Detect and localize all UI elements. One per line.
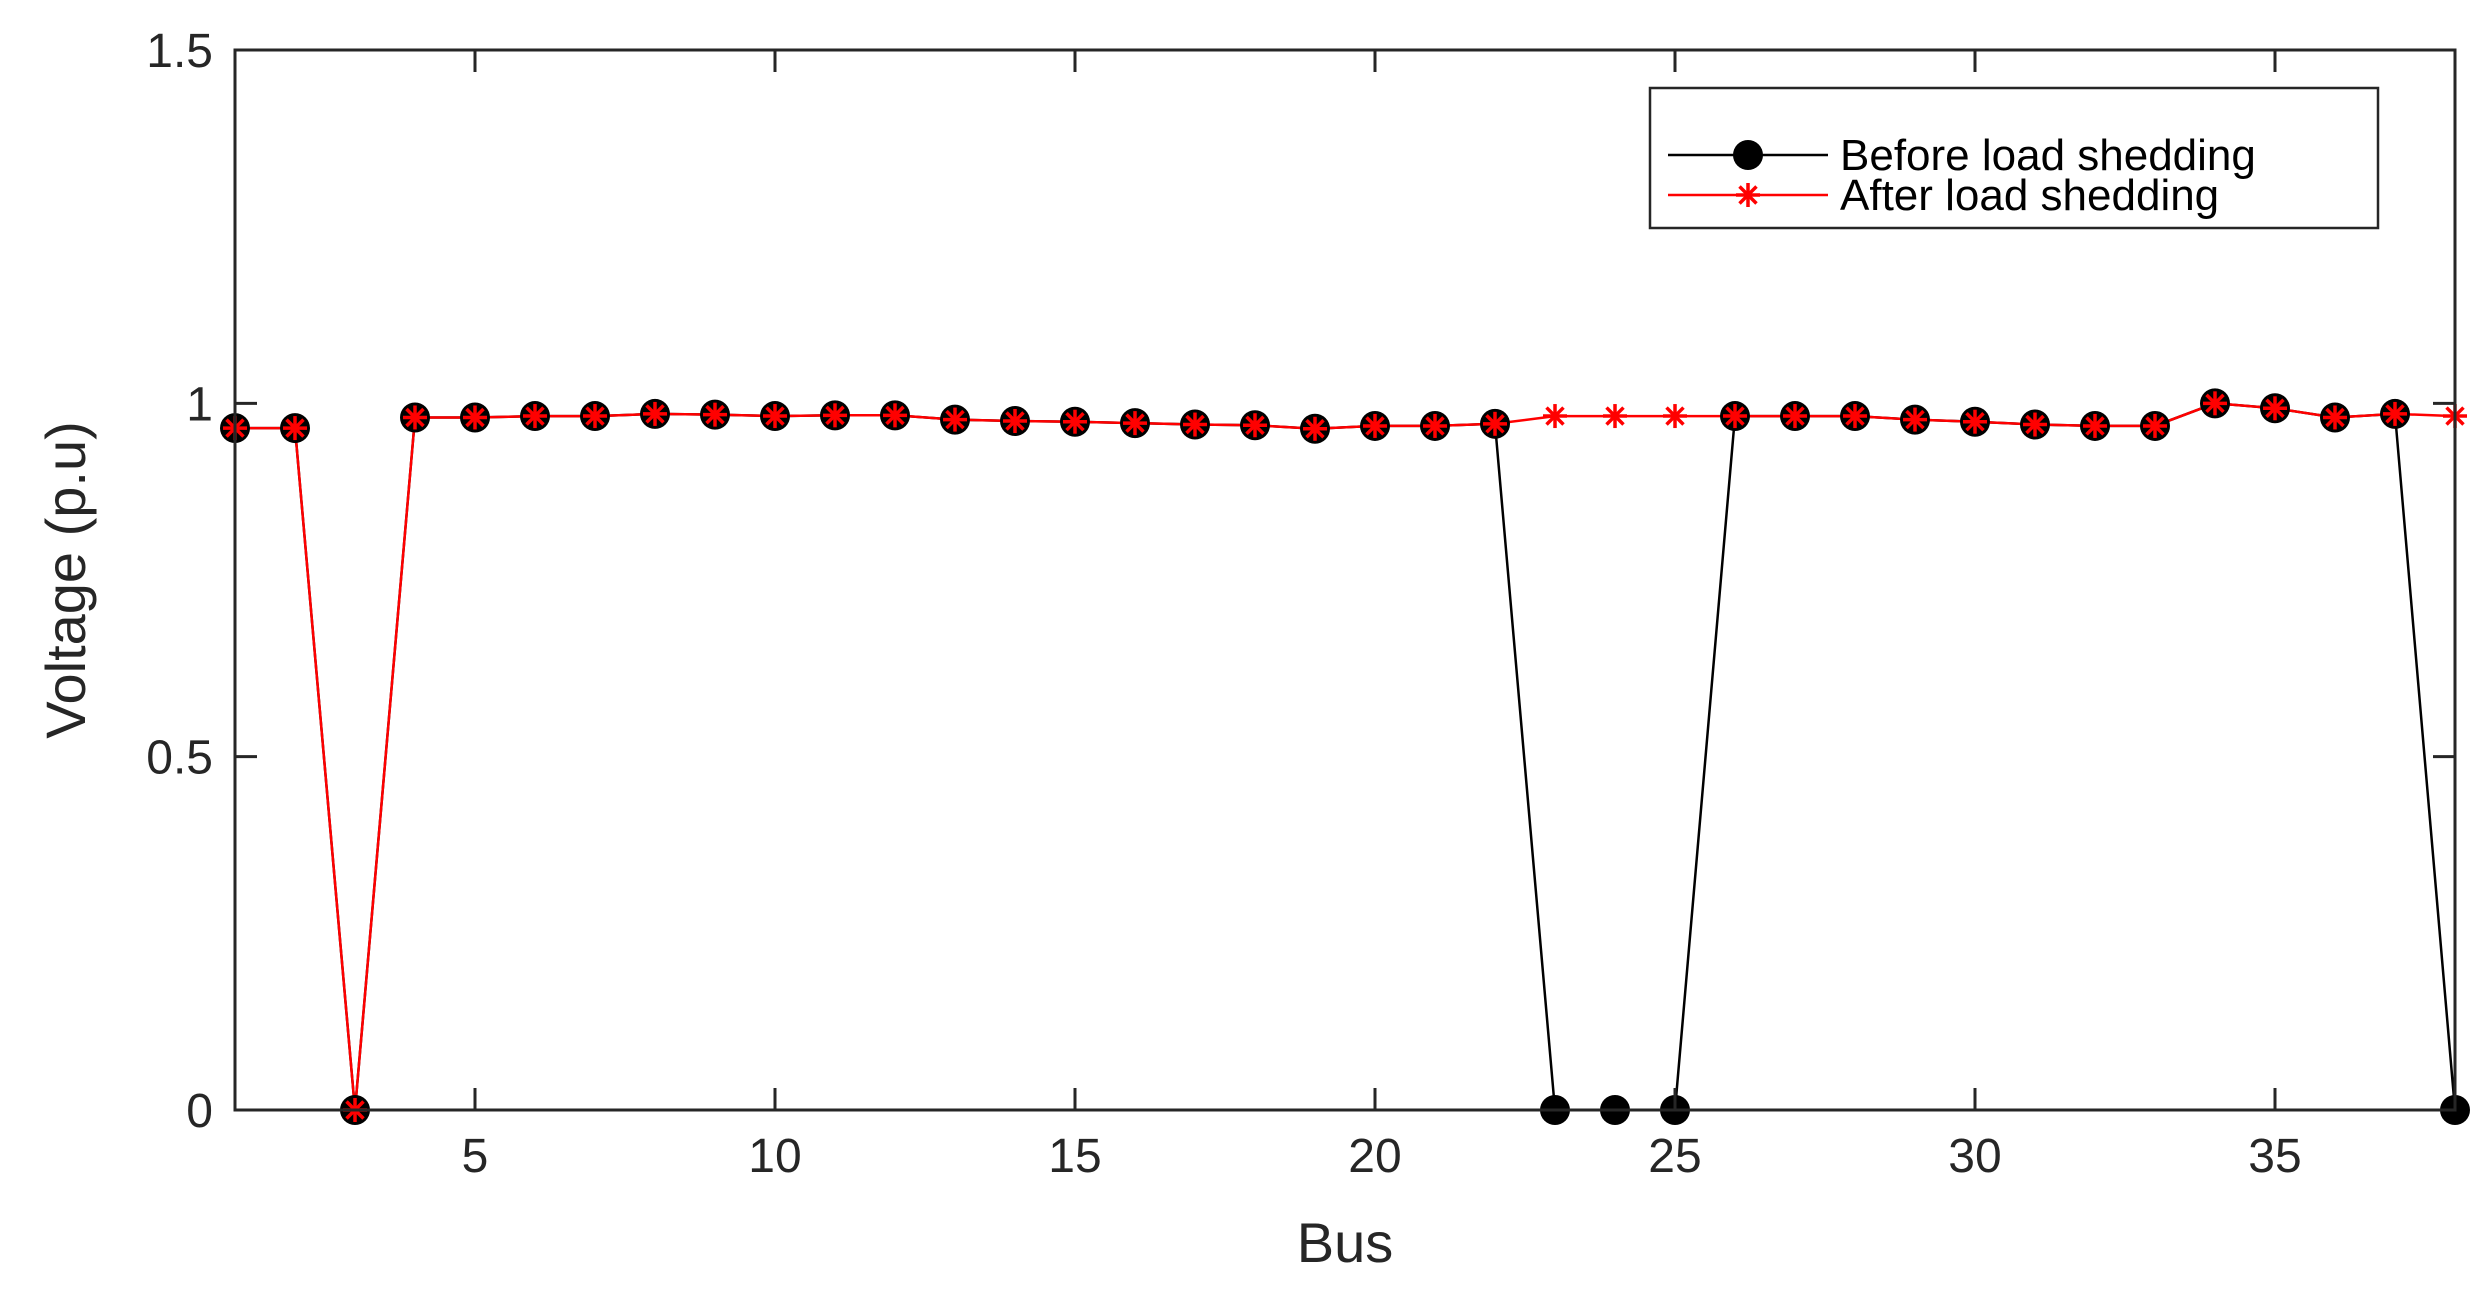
point-after-shedding [883, 403, 907, 428]
point-after-shedding [763, 404, 787, 429]
plot-frame [233, 48, 2457, 1112]
x-tick-label: 35 [2248, 1130, 2301, 1183]
point-after-shedding [823, 403, 847, 428]
point-after-shedding [2323, 405, 2347, 430]
point-after-shedding [1603, 404, 1627, 429]
point-after-shedding [2023, 412, 2047, 437]
legend-marker-asterisk [1736, 183, 1760, 207]
point-after-shedding [2143, 413, 2167, 438]
point-after-shedding [1363, 413, 1387, 438]
y-tick-label: 0 [186, 1085, 213, 1138]
x-axis-label: Bus [1297, 1211, 1394, 1274]
point-after-shedding [1903, 407, 1927, 432]
point-after-shedding [1003, 409, 1027, 433]
x-tick-label: 10 [748, 1130, 801, 1183]
x-tick-label: 30 [1948, 1130, 2001, 1183]
y-tick-label: 0.5 [146, 732, 213, 785]
point-after-shedding [2263, 396, 2287, 421]
ticks-layer: 5 10 15 20 25 30 35 0 0.5 1 1.5 [146, 25, 2455, 1183]
point-after-shedding [2203, 391, 2227, 416]
x-tick-label: 5 [462, 1130, 489, 1183]
point-after-shedding [1963, 409, 1987, 434]
point-after-shedding [1723, 404, 1747, 429]
point-after-shedding [583, 404, 607, 429]
legend-label-2: After load shedding [1840, 171, 2219, 220]
point-after-shedding [1663, 404, 1687, 429]
legend-box [1648, 86, 2380, 230]
point-after-shedding [2383, 401, 2407, 426]
point-after-shedding [943, 407, 967, 432]
point-after-shedding [1303, 416, 1327, 441]
point-after-shedding [1063, 409, 1087, 434]
point-after-shedding [1483, 411, 1507, 436]
x-tick-label: 15 [1048, 1130, 1101, 1183]
point-after-shedding [1423, 413, 1447, 438]
legend-marker-circle [1733, 140, 1763, 170]
series-layer [220, 388, 2470, 1125]
y-tick-label: 1.5 [146, 25, 213, 78]
point-after-shedding [1183, 412, 1207, 437]
point-after-shedding [1243, 413, 1267, 438]
point-after-shedding [2083, 413, 2107, 438]
legend-label-1: Before load shedding [1840, 131, 2256, 180]
point-after-shedding [1843, 404, 1867, 429]
y-tick-label: 1 [186, 378, 213, 431]
point-after-shedding [1783, 404, 1807, 429]
y-axis-label: Voltage (p.u) [34, 421, 97, 739]
point-after-shedding [523, 404, 547, 429]
point-after-shedding [283, 416, 307, 441]
point-after-shedding [463, 405, 487, 430]
point-after-shedding [1123, 411, 1147, 436]
point-after-shedding [1543, 404, 1567, 429]
x-tick-label: 25 [1648, 1130, 1701, 1183]
point-after-shedding [403, 405, 427, 430]
point-after-shedding [643, 401, 667, 426]
x-tick-label: 20 [1348, 1130, 1401, 1183]
point-after-shedding [703, 402, 727, 427]
